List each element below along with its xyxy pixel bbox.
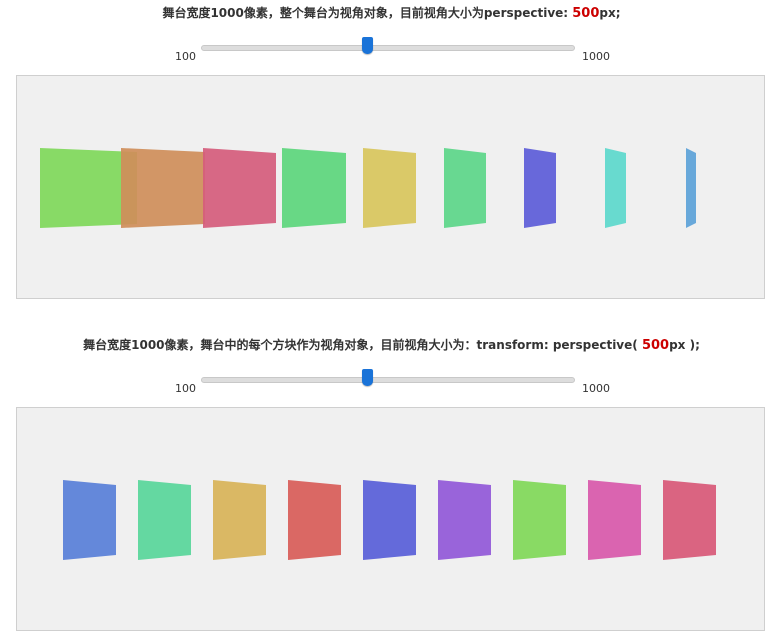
- demo2-block-4: [288, 480, 341, 560]
- demo1-block-1: [40, 148, 137, 228]
- demo2-title-prefix: 舞台宽度1000像素，舞台中的每个方块作为视角对象，目前视角大小为：transf…: [83, 338, 642, 352]
- demo2-blocks: [63, 480, 716, 560]
- demo2-block-7: [513, 480, 566, 560]
- demo1-block-3: [203, 148, 276, 228]
- demo2-slider-min-label: 100: [175, 382, 196, 395]
- demo1-block-6: [444, 148, 486, 228]
- demo2-block-3: [213, 480, 266, 560]
- demo1-block-4: [282, 148, 346, 228]
- demo1-block-7: [524, 148, 556, 228]
- demo1-block-2: [121, 148, 205, 228]
- demo2-block-8: [588, 480, 641, 560]
- demo1-stage: [16, 75, 765, 299]
- demo1-perspective-slider[interactable]: [201, 37, 575, 54]
- demo1-title-prefix: 舞台宽度1000像素，整个舞台为视角对象，目前视角大小为perspective:: [162, 6, 573, 20]
- demo2-perspective-value: 500: [641, 338, 670, 353]
- demo2-slider-max-label: 1000: [582, 382, 610, 395]
- demo2-perspective-slider[interactable]: [201, 369, 575, 386]
- demo1-block-8: [605, 148, 626, 228]
- demo1-block-5: [363, 148, 416, 228]
- demo2-block-1: [63, 480, 116, 560]
- demo2-block-5: [363, 480, 416, 560]
- demo1-blocks: [40, 148, 696, 228]
- demo1-title: 舞台宽度1000像素，整个舞台为视角对象，目前视角大小为perspective:…: [0, 4, 783, 21]
- demo2-title: 舞台宽度1000像素，舞台中的每个方块作为视角对象，目前视角大小为：transf…: [0, 336, 783, 353]
- demo1-block-9: [686, 148, 696, 228]
- demo2-stage: [16, 407, 765, 631]
- demo2-slider-thumb[interactable]: [362, 369, 373, 386]
- demo1-slider-min-label: 100: [175, 50, 196, 63]
- demo2-block-6: [438, 480, 491, 560]
- demo1-slider-thumb[interactable]: [362, 37, 373, 54]
- demo1-title-suffix: px;: [599, 6, 621, 20]
- demo1-slider-max-label: 1000: [582, 50, 610, 63]
- demo2-block-2: [138, 480, 191, 560]
- demo2-block-9: [663, 480, 716, 560]
- demo1-perspective-value: 500: [572, 6, 600, 21]
- demo2-title-suffix: px );: [669, 338, 700, 352]
